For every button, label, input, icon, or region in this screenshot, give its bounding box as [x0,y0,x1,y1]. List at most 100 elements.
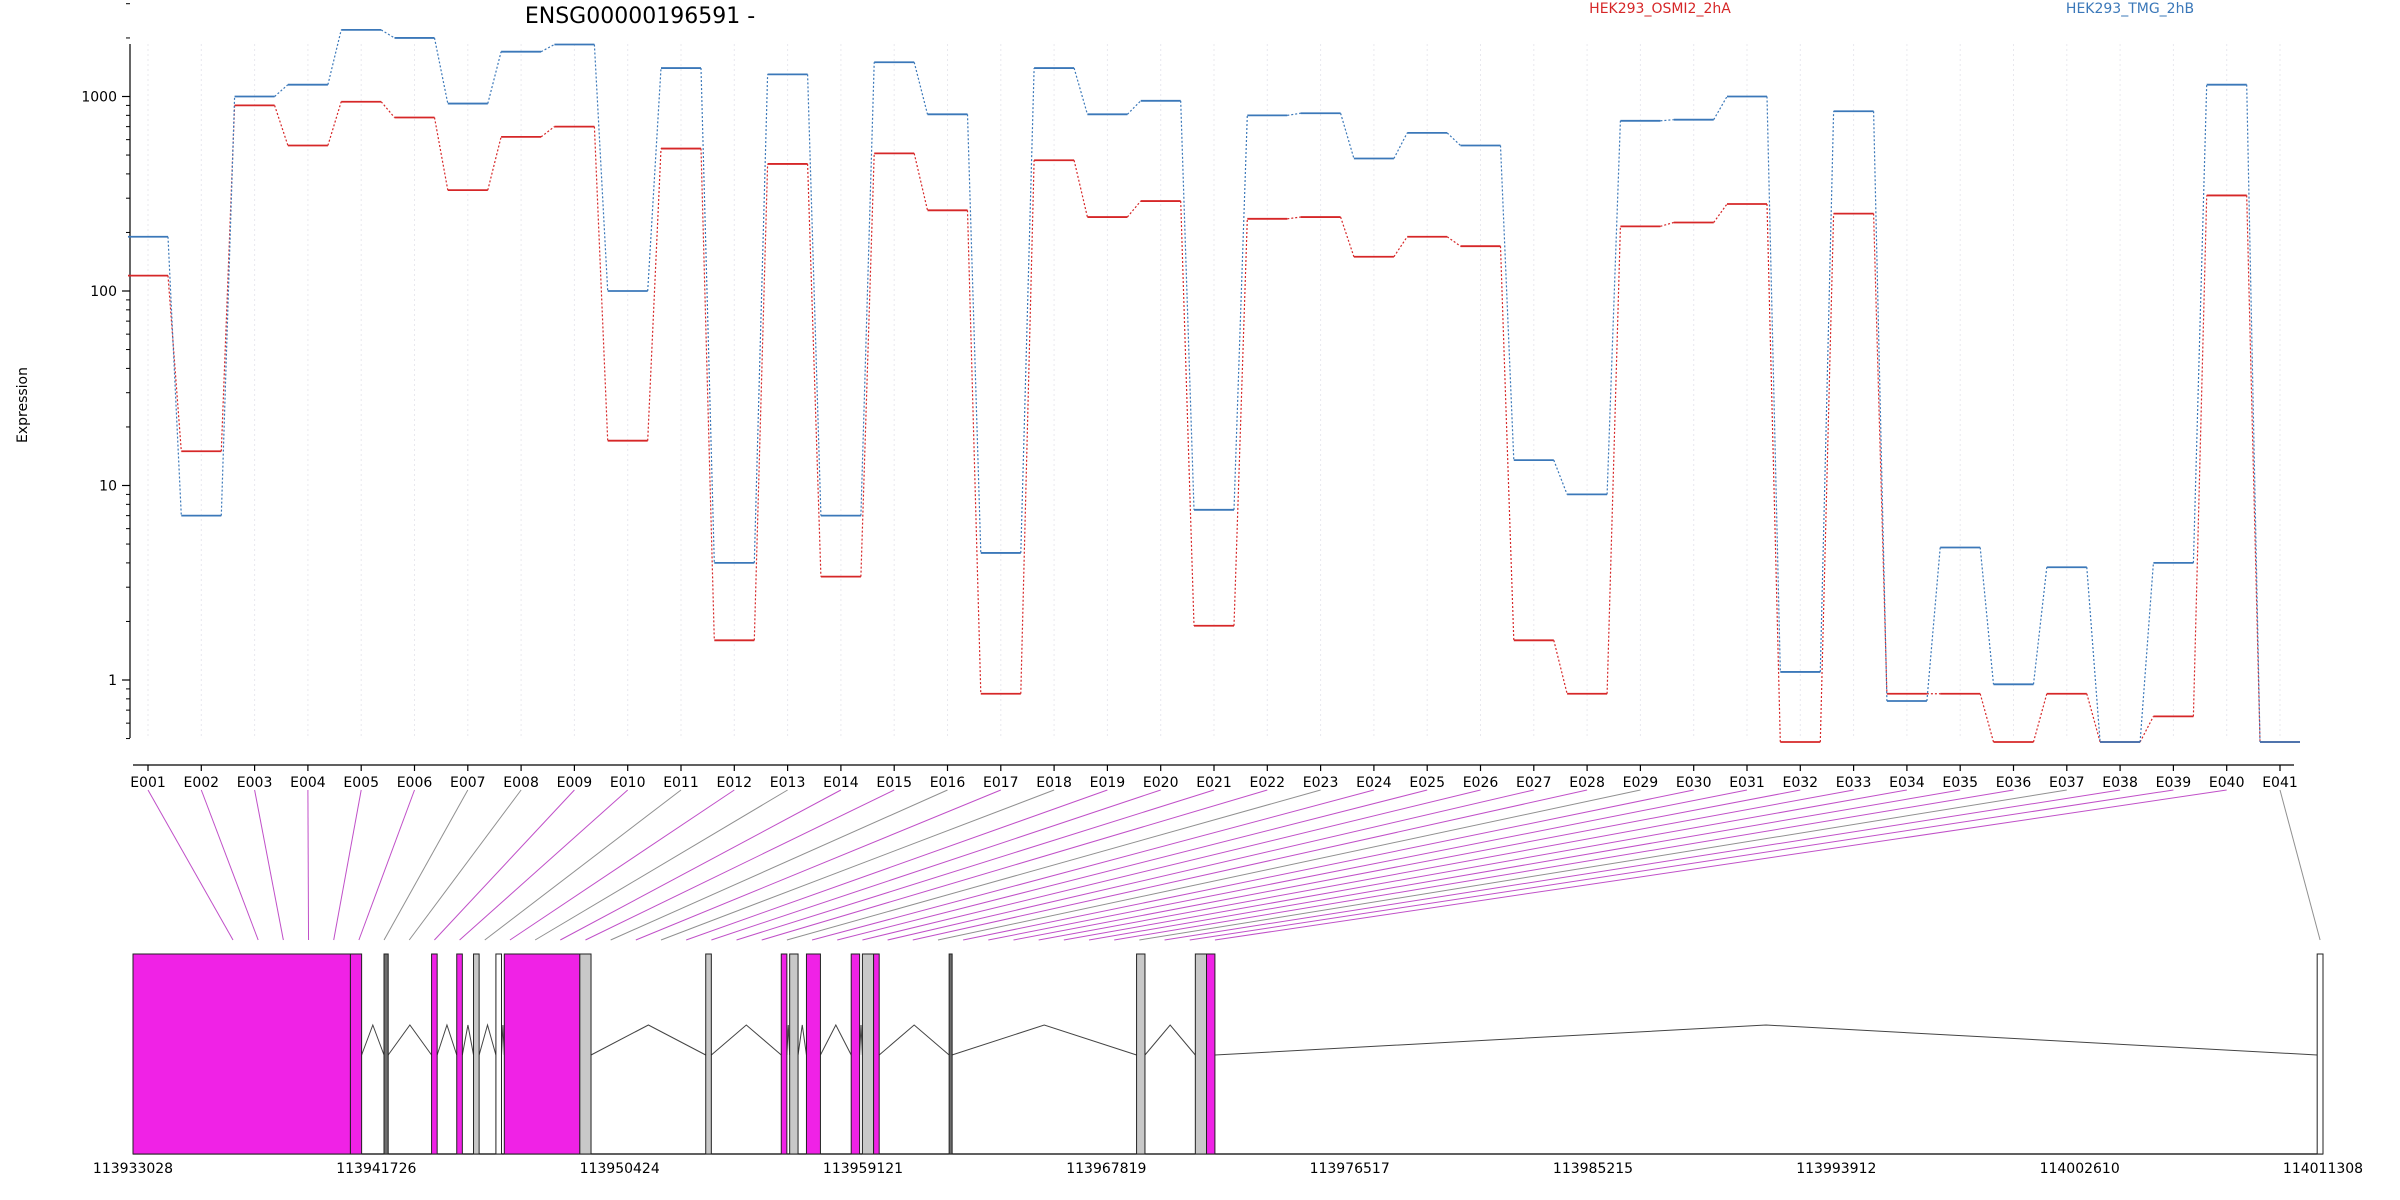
connector-e008 [408,789,522,941]
exon-block [456,953,463,1155]
connector-dotted [1287,216,1301,220]
connector-e037 [1139,789,2067,941]
connector-e030 [963,789,1694,941]
x-tick-label: E034 [1889,775,1925,791]
connector-dotted [1979,547,1995,685]
connector-dotted [1713,96,1728,120]
x-tick-label: E036 [1996,775,2032,791]
connector-e038 [1164,789,2121,941]
connector-dotted [2246,84,2261,743]
connector-dotted [807,163,822,577]
legend: HEK293_OSMI2_2hA HEK293_TMG_2hB [1589,1,2194,17]
gene-model [132,953,2324,1155]
x-tick-label: E022 [1250,775,1286,791]
x-tick-label: E016 [930,775,966,791]
connector-dotted [1606,226,1621,694]
connector-dotted [1340,216,1355,257]
connector-e022 [761,789,1268,941]
connector-e016 [610,789,948,941]
x-tick-label: E031 [1729,775,1765,791]
x-tick-label: E008 [503,775,539,791]
x-tick-labels: E001 E002 E003 E004 E005 E006 E007 E008 E009 E010… [130,775,2298,791]
connector-dotted [327,29,342,85]
connector-dotted [1180,100,1195,510]
exon-block [383,953,389,1155]
legend-entry: HEK293_OSMI2_2hA [1589,1,1731,17]
intron-line [1214,1024,2318,1056]
connector-dotted [1020,160,1035,694]
intron-line [711,1024,782,1056]
connector-dotted [2086,693,2101,743]
connector-e032 [1013,789,1801,941]
exon-block [705,953,712,1155]
connector-dotted [274,105,289,146]
connector-dotted [2032,693,2048,743]
connector-dotted [1233,115,1248,510]
x-tick-label: E039 [2156,775,2192,791]
chart-title: ENSG00000196591 - [525,4,755,29]
connector-e001 [147,789,234,941]
coordinate-label: 113933028 [93,1161,173,1177]
x-tick-label: E029 [1623,775,1659,791]
y-tick-label: 1 [108,673,117,689]
connector-e028 [912,789,1588,941]
connector-e004 [307,789,310,941]
connector-dotted [2246,195,2261,743]
connector-dotted [1393,132,1408,159]
connector-e041 [2279,789,2321,941]
exon-block [1194,953,1208,1155]
y-tick-label: 100 [90,284,117,300]
connector-dotted [1766,204,1781,743]
connector-dotted [966,114,982,553]
connector-e029 [937,789,1641,941]
exon-block [2316,953,2324,1155]
connector-dotted [700,148,715,641]
connector-e040 [1214,789,2227,941]
connector-dotted [860,153,875,577]
connector-e023 [786,789,1321,941]
exon-block [789,953,799,1155]
connector-e036 [1114,789,2014,941]
x-tick-label: E020 [1143,775,1179,791]
exon-block [948,953,953,1155]
connector-dotted [1873,111,1888,702]
connector-dotted [593,126,609,441]
connector-dotted [1233,218,1248,626]
connector-dotted [753,163,769,641]
x-tick-label: E003 [237,775,273,791]
exon-block [850,953,861,1155]
y-tick-labels: 1 10 100 1000 [81,90,117,690]
intron-line [878,1024,950,1056]
connector-e035 [1088,789,1961,941]
connector-dotted [327,101,342,146]
intron-line [461,1024,475,1056]
x-tick-label: E038 [2102,775,2138,791]
coordinate-label: 113950424 [580,1161,660,1177]
x-tick-label: E040 [2209,775,2245,791]
intron-line [797,1024,807,1056]
connector-dotted [966,210,982,694]
x-tick-label: E030 [1676,775,1712,791]
x-tick-label: E018 [1036,775,1072,791]
connector-dotted [433,117,449,191]
connector-e039 [1189,789,2174,941]
intron-line [590,1024,706,1056]
x-tick-label: E024 [1356,775,1392,791]
connector-dotted [540,44,555,53]
connector-dotted [593,44,609,292]
x-tick-label: E026 [1463,775,1499,791]
connector-e006 [358,789,415,941]
x-tick-label: E014 [823,775,859,791]
coordinate-label: 113976517 [1310,1161,1390,1177]
connector-e021 [736,789,1215,941]
connector-dotted [1126,200,1142,218]
x-tick-label: E007 [450,775,486,791]
connector-dotted [1287,112,1301,116]
coordinate-label: 113985215 [1553,1161,1633,1177]
exon-block [579,953,592,1155]
connector-e003 [254,789,284,941]
x-tick-label: E037 [2049,775,2085,791]
connector-dotted [1660,119,1674,122]
genomic-coordinate-labels: 113933028 113941726 113950424 113959121 1139… [93,1161,2363,1177]
connector-e031 [988,789,1748,941]
